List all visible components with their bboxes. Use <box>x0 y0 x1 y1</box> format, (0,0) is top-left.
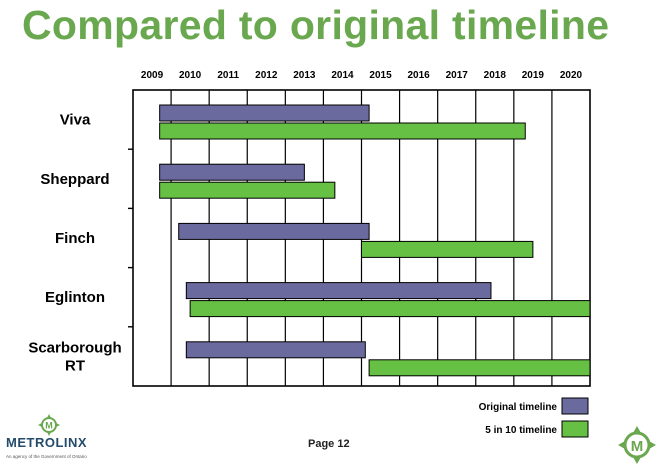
original-timeline-bar <box>159 163 305 181</box>
logo-letter: M <box>45 421 53 431</box>
year-tick-label: 2018 <box>484 70 507 81</box>
project-label: Eglinton <box>45 289 105 306</box>
five-in-ten-timeline-bar <box>361 240 534 258</box>
metrolinx-corner-emblem-icon: M <box>618 426 656 464</box>
five-in-ten-timeline-bar <box>159 122 526 140</box>
original-timeline-bar <box>185 282 492 300</box>
original-timeline-bar <box>159 104 370 122</box>
brand-tagline: An agency of the Government of Ontario <box>6 454 87 459</box>
year-tick-label: 2015 <box>369 70 392 81</box>
metrolinx-emblem-icon: M <box>38 414 60 436</box>
legend-label: Original timeline <box>479 402 558 413</box>
project-label: Sheppard <box>40 171 109 188</box>
year-tick-label: 2009 <box>141 70 164 81</box>
year-tick-label: 2016 <box>408 70 431 81</box>
year-tick-label: 2011 <box>217 70 239 81</box>
original-timeline-bar <box>185 341 366 359</box>
project-label: Finch <box>55 230 95 247</box>
year-tick-label: 2012 <box>255 70 278 81</box>
metrolinx-logo: M METROLINX An agency of the Government … <box>6 414 136 464</box>
corner-logo-letter: M <box>631 438 644 455</box>
five-in-ten-timeline-bar <box>189 300 591 318</box>
year-tick-label: 2017 <box>446 70 469 81</box>
year-tick-label: 2010 <box>179 70 202 81</box>
year-tick-label: 2019 <box>522 70 545 81</box>
five-in-ten-timeline-bar <box>368 359 591 377</box>
page-number: Page 12 <box>308 438 350 450</box>
five-in-ten-timeline-bar <box>159 181 336 199</box>
project-label: Viva <box>60 112 91 129</box>
project-label: Scarborough RT <box>28 339 121 374</box>
legend-swatch <box>561 420 589 438</box>
year-tick-label: 2014 <box>331 70 354 81</box>
slide-title: Compared to original timeline <box>22 2 610 48</box>
year-tick-label: 2013 <box>293 70 316 81</box>
brand-name: METROLINX <box>6 435 88 450</box>
legend-swatch <box>561 397 589 415</box>
year-tick-label: 2020 <box>560 70 583 81</box>
legend-label: 5 in 10 timeline <box>485 425 557 436</box>
original-timeline-bar <box>178 222 370 240</box>
